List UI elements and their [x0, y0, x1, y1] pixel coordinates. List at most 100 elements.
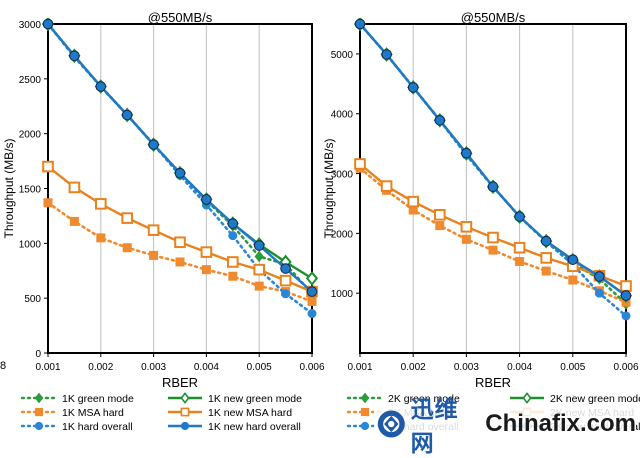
- data-point-circle: [280, 263, 291, 274]
- data-point-circle: [281, 289, 291, 299]
- data-point-square: [96, 233, 106, 243]
- data-point-circle: [121, 109, 133, 121]
- data-point-square: [180, 407, 190, 417]
- x-tick-label: 0.006: [299, 362, 324, 373]
- legend-item: 1K new hard overall: [168, 421, 301, 433]
- legend-item: 1K new MSA hard: [168, 407, 292, 419]
- series-1k-new-hard-overall: [42, 18, 318, 297]
- y-tick-label: 2500: [19, 75, 42, 86]
- x-tick-label: 0.005: [247, 362, 272, 373]
- legend-item: 1K MSA hard: [20, 407, 124, 419]
- y-tick-label: 1000: [19, 239, 42, 250]
- chart-title: @550MB/s: [148, 10, 213, 25]
- legend-label: 2K new green mode: [550, 393, 640, 405]
- chart-title: @550MB/s: [461, 10, 526, 25]
- x-tick-label: 0.002: [401, 362, 426, 373]
- plot-frame: [47, 23, 313, 354]
- data-point-circle: [360, 421, 370, 431]
- data-point-circle: [306, 286, 318, 297]
- data-point-square: [279, 274, 292, 287]
- y-axis-label: Throughput (MB/s): [322, 138, 336, 238]
- data-point-square: [174, 236, 186, 249]
- data-point-circle: [487, 181, 499, 193]
- data-point-square: [121, 212, 134, 224]
- data-point-square: [175, 257, 185, 267]
- data-point-circle: [540, 235, 552, 247]
- legend-item: 1K new green mode: [168, 392, 302, 405]
- series-line: [358, 22, 628, 306]
- x-tick-label: 0.005: [560, 362, 585, 373]
- y-tick-label: 3000: [19, 20, 42, 31]
- data-point-diamond: [360, 392, 370, 404]
- plot-area: [354, 18, 632, 321]
- chinafix-logo-icon: [377, 410, 405, 438]
- data-point-square: [147, 224, 160, 236]
- x-tick-label: 0.006: [613, 362, 638, 373]
- data-point-square: [620, 280, 632, 292]
- y-tick-label: 1500: [19, 185, 42, 196]
- data-point-square: [95, 198, 107, 210]
- data-point-square: [487, 231, 499, 244]
- data-point-diamond: [305, 271, 318, 286]
- y-tick-label: 2000: [331, 229, 354, 240]
- series-1k-msa-hard: [43, 198, 317, 306]
- data-point-square: [43, 198, 53, 208]
- data-point-circle: [567, 254, 579, 265]
- data-point-square: [201, 265, 211, 275]
- data-point-square: [42, 160, 54, 173]
- legend-label: 1K new hard overall: [208, 421, 301, 433]
- x-tick-label: 0.001: [35, 362, 60, 373]
- data-point-square: [149, 250, 159, 260]
- data-point-square: [228, 271, 238, 281]
- legend-label: 1K hard overall: [62, 421, 133, 433]
- data-point-square: [360, 407, 370, 417]
- y-tick-label: 2000: [19, 130, 42, 141]
- x-tick-label: 0.004: [194, 362, 219, 373]
- data-point-diamond: [254, 250, 264, 263]
- series-line: [47, 23, 313, 293]
- data-point-circle: [434, 115, 446, 126]
- data-point-square: [434, 209, 446, 221]
- data-point-square: [515, 256, 525, 266]
- dual-chart-figure: @550MB/s 0.001 0.002 0.003 0.004 0.005 0.006 0 5…: [2, 10, 640, 433]
- data-point-circle: [180, 421, 190, 431]
- x-axis-label: RBER: [162, 375, 198, 390]
- y-tick-label: 5000: [331, 50, 354, 61]
- legend-label: 1K new MSA hard: [208, 407, 292, 419]
- plot-area: [42, 18, 318, 319]
- data-point-square: [568, 275, 578, 285]
- data-point-circle: [621, 311, 631, 321]
- data-point-circle: [514, 211, 525, 222]
- data-point-circle: [34, 421, 44, 431]
- data-point-square: [488, 245, 498, 255]
- data-point-circle: [594, 288, 604, 298]
- data-point-circle: [174, 167, 186, 179]
- legend-label: 1K MSA hard: [62, 407, 124, 419]
- data-point-circle: [42, 18, 54, 30]
- data-point-diamond: [180, 392, 190, 404]
- watermark-brand-en: Chinafix.com: [485, 410, 636, 437]
- data-point-circle: [148, 139, 159, 150]
- data-point-circle: [594, 271, 605, 282]
- legend-label: 2K green mode: [388, 393, 460, 405]
- data-point-circle: [307, 309, 317, 319]
- x-axis-label: RBER: [475, 375, 511, 390]
- series-2k-hard-overall: [355, 19, 631, 321]
- y-tick-label: 0: [35, 349, 41, 360]
- data-point-circle: [354, 18, 366, 30]
- legend-item: 1K hard overall: [20, 421, 133, 433]
- y-axis-label: Throughput (MB/s): [2, 138, 16, 238]
- legend-item: 1K green mode: [20, 392, 134, 405]
- series-line: [359, 23, 627, 297]
- y-tick-label: 3000: [331, 170, 354, 181]
- data-point-square: [460, 220, 473, 233]
- series-line: [359, 23, 627, 297]
- x-tick-label: 0.002: [88, 362, 113, 373]
- chart-panel-1: @550MB/s 0.001 0.002 0.003 0.004 0.005 0.006 0 5…: [2, 10, 325, 433]
- data-point-circle: [620, 290, 632, 301]
- y-tick-label: 1000: [331, 289, 354, 300]
- data-point-circle: [461, 147, 472, 159]
- data-point-square: [461, 234, 471, 244]
- data-point-circle: [69, 50, 80, 62]
- series-2k-new-green-mode: [354, 18, 632, 303]
